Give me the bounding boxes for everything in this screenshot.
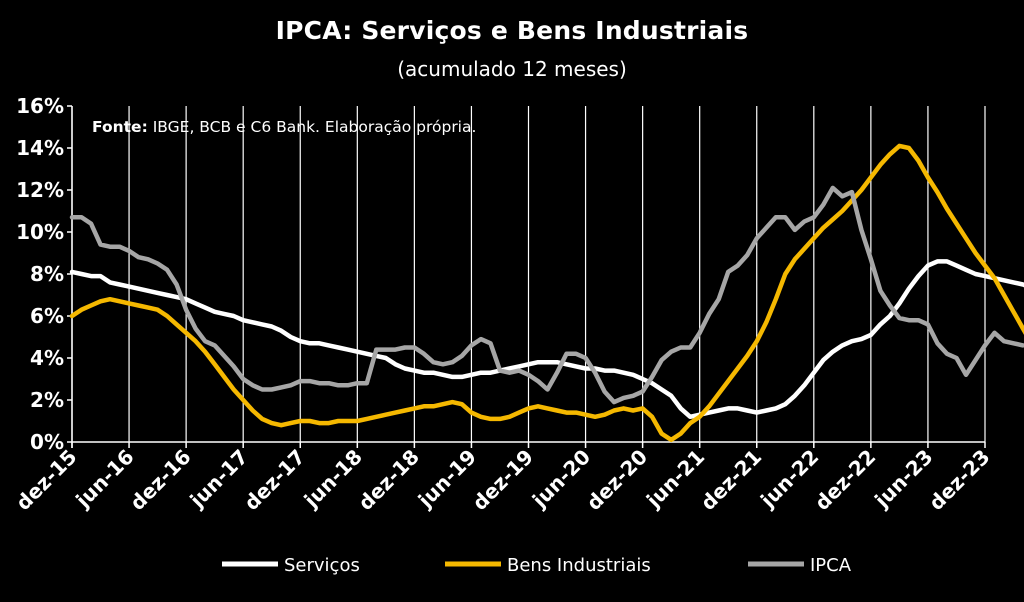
x-tick-label: dez-16 bbox=[125, 445, 195, 515]
y-tick-label: 4% bbox=[30, 346, 64, 370]
x-tick-label: dez-21 bbox=[696, 445, 766, 515]
gridlines bbox=[71, 106, 986, 442]
source-note-text: IBGE, BCB e C6 Bank. Elaboração própria. bbox=[153, 118, 477, 136]
x-tick-label: dez-18 bbox=[353, 445, 423, 515]
x-tick-label: dez-22 bbox=[810, 445, 880, 515]
y-tick-label: 12% bbox=[16, 178, 64, 202]
legend: Serviços Bens Industriais IPCA bbox=[222, 555, 852, 576]
legend-item: Bens Industriais bbox=[445, 555, 651, 576]
series-line-bens-industriais bbox=[69, 143, 1024, 443]
y-tick-label: 0% bbox=[30, 430, 64, 454]
legend-label: Serviços bbox=[284, 555, 360, 576]
chart-title: IPCA: Serviços e Bens Industriais bbox=[275, 16, 749, 45]
x-tick-label: dez-17 bbox=[239, 445, 309, 515]
x-tick-label: dez-20 bbox=[582, 445, 652, 515]
source-note: Fonte: IBGE, BCB e C6 Bank. Elaboração p… bbox=[92, 118, 476, 136]
y-tick-label: 10% bbox=[16, 220, 64, 244]
legend-item: IPCA bbox=[748, 555, 852, 576]
series-lines bbox=[69, 143, 1024, 443]
y-tick-label: 2% bbox=[30, 388, 64, 412]
x-tick-label: dez-15 bbox=[11, 445, 81, 515]
axes: 0%2%4%6%8%10%12%14%16%dez-15jun-16dez-16… bbox=[11, 94, 994, 515]
y-tick-label: 6% bbox=[30, 304, 64, 328]
y-tick-label: 14% bbox=[16, 136, 64, 160]
y-tick-label: 16% bbox=[16, 94, 64, 118]
x-tick-label: dez-23 bbox=[924, 445, 994, 515]
series-line-servi-os bbox=[69, 259, 1024, 420]
source-note-label: Fonte: bbox=[92, 118, 148, 136]
y-tick-label: 8% bbox=[30, 262, 64, 286]
legend-item: Serviços bbox=[222, 555, 360, 576]
legend-label: IPCA bbox=[810, 555, 852, 576]
chart-subtitle: (acumulado 12 meses) bbox=[397, 57, 627, 81]
x-tick-label: dez-19 bbox=[468, 445, 538, 515]
legend-label: Bens Industriais bbox=[507, 555, 651, 576]
series-line-ipca bbox=[69, 185, 1024, 405]
